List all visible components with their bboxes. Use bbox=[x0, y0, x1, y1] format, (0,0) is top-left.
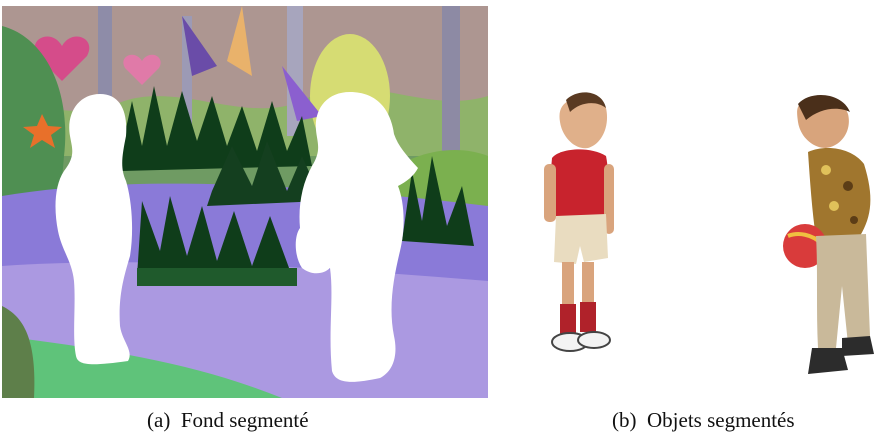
child-trousers bbox=[816, 234, 870, 348]
caption-b-text: Objets segmentés bbox=[647, 408, 795, 432]
child-shorts bbox=[554, 214, 608, 264]
child-leg bbox=[562, 262, 574, 304]
child-shoe bbox=[808, 348, 848, 374]
caption-a-text: Fond segmenté bbox=[180, 408, 309, 432]
background-scene bbox=[2, 6, 488, 398]
child-arm bbox=[604, 164, 614, 234]
child-hair bbox=[566, 92, 606, 112]
child-arm bbox=[544, 164, 556, 222]
orange-star-shape bbox=[23, 114, 62, 148]
leaf-shape bbox=[182, 16, 217, 76]
child-hair bbox=[798, 94, 850, 120]
child-red-shirt bbox=[544, 92, 614, 352]
child-with-ball bbox=[783, 94, 874, 374]
caption-a: (a) Fond segmenté bbox=[147, 408, 309, 433]
tree-trunk bbox=[182, 16, 192, 126]
tree-trunk bbox=[442, 6, 460, 156]
child-shirt bbox=[551, 149, 609, 218]
leaf-shape bbox=[227, 6, 252, 76]
caption-b: (b) Objets segmentés bbox=[612, 408, 795, 433]
shirt-pattern bbox=[850, 216, 858, 224]
spiky-bush bbox=[402, 156, 474, 246]
creature-foot bbox=[2, 306, 35, 398]
heart-shape bbox=[123, 54, 161, 85]
leaf-shape bbox=[282, 66, 322, 121]
shirt-pattern bbox=[843, 181, 853, 191]
spiky-bush bbox=[120, 86, 312, 171]
child-patterned-shirt bbox=[808, 148, 871, 238]
bush-base bbox=[137, 268, 297, 286]
child-sock bbox=[580, 302, 596, 332]
spiky-bush bbox=[207, 141, 322, 206]
child-sock bbox=[560, 304, 576, 334]
child-shoe bbox=[577, 331, 611, 349]
child-shoe bbox=[842, 336, 874, 356]
caption-a-label: (a) bbox=[147, 408, 171, 432]
shirt-pattern bbox=[829, 201, 839, 211]
spiky-bush bbox=[137, 196, 292, 276]
mask-child-right bbox=[295, 92, 418, 382]
segmented-background-image bbox=[2, 6, 488, 398]
green-grass bbox=[2, 336, 282, 398]
caption-b-label: (b) bbox=[612, 408, 637, 432]
segmented-children bbox=[544, 92, 874, 374]
segmented-objects-image bbox=[530, 86, 892, 386]
mask-child-left bbox=[55, 94, 133, 365]
heart-shape bbox=[34, 36, 90, 81]
child-leg bbox=[582, 262, 594, 304]
shirt-pattern bbox=[821, 165, 831, 175]
